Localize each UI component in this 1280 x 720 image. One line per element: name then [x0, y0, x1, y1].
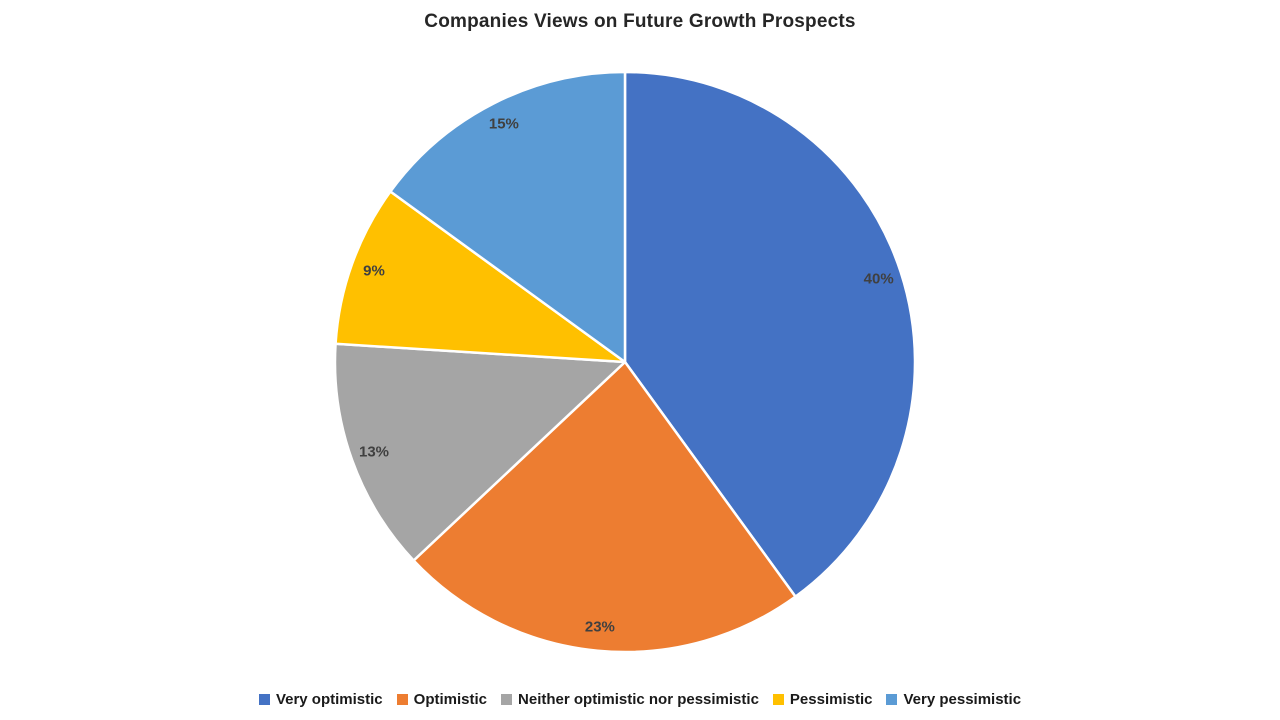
legend-swatch-icon: [772, 694, 784, 705]
legend-item-neither-optimistic-nor-pessimistic: Neither optimistic nor pessimistic: [501, 691, 759, 708]
pie-slice-neither-optimistic-nor-pessimistic: [333, 342, 627, 562]
pie-slice-pessimistic: [334, 190, 627, 364]
legend-label: Neither optimistic nor pessimistic: [518, 691, 759, 708]
pie-slice-optimistic: [412, 360, 797, 654]
pie-slice-very-optimistic: [623, 70, 917, 598]
legend-swatch-icon: [396, 694, 408, 705]
data-label-very-optimistic: 40%: [864, 271, 894, 288]
legend-label: Optimistic: [413, 691, 488, 708]
legend-item-very-pessimistic: Very pessimistic: [886, 691, 1021, 708]
data-label-pessimistic: 9%: [363, 263, 385, 280]
pie-slice-very-pessimistic: [389, 70, 627, 364]
data-label-neither-optimistic-nor-pessimistic: 13%: [359, 443, 389, 460]
legend-label: Very optimistic: [275, 691, 383, 708]
legend-label: Very pessimistic: [903, 691, 1022, 708]
data-label-very-pessimistic: 15%: [489, 115, 519, 132]
legend-item-pessimistic: Pessimistic: [772, 691, 873, 708]
legend-item-very-optimistic: Very optimistic: [258, 691, 383, 708]
chart-title: Companies Views on Future Growth Prospec…: [424, 11, 856, 32]
data-label-optimistic: 23%: [585, 619, 615, 636]
legend-swatch-icon: [258, 694, 270, 705]
legend-swatch-icon: [501, 694, 513, 705]
legend-label: Pessimistic: [789, 691, 873, 708]
chart-legend: Very optimistic Optimistic Neither optimis…: [0, 691, 1280, 708]
legend-item-optimistic: Optimistic: [396, 691, 488, 708]
legend-swatch-icon: [886, 694, 898, 705]
